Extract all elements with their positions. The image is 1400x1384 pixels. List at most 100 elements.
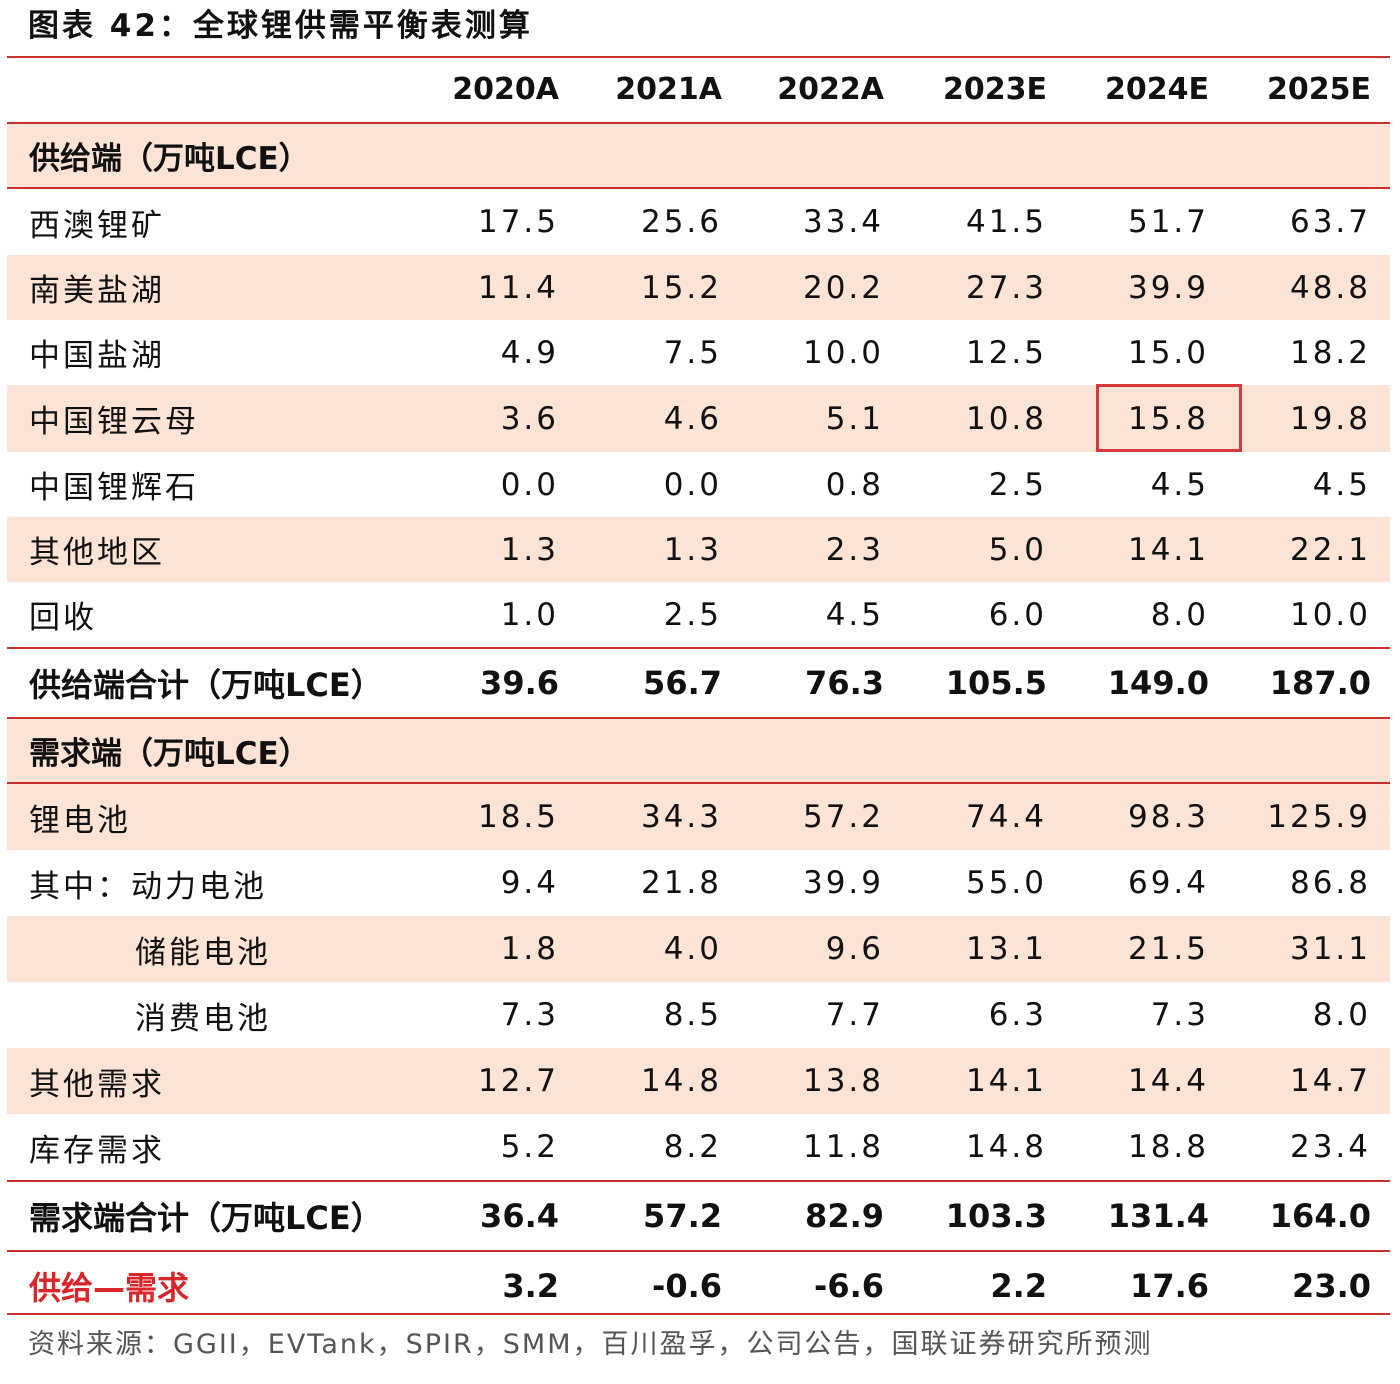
cell-value: 5.1 [825,400,884,437]
total-row: 需求端合计（万吨LCE） 36.4 57.2 82.9 103.3 131.4 164.0 [7,1182,1390,1252]
row-label: 供给端合计（万吨LCE） [29,666,383,704]
cell-value: 4.9 [500,334,559,371]
table-title: 图表 42：全球锂供需平衡表测算 [28,8,533,44]
total-row: 供给端合计（万吨LCE） 39.6 56.7 76.3 105.5 149.0 187.0 [7,649,1390,719]
column-header: 2023E [943,71,1047,107]
cell-value: 4.0 [663,931,722,967]
cell-value: -6.6 [814,1266,884,1305]
cell-value: 98.3 [1127,799,1209,835]
section-row: 供给端（万吨LCE） [7,124,1390,189]
cell-value: 7.3 [500,997,559,1033]
table-row: 中国锂辉石 0.0 0.0 0.8 2.5 4.5 4.5 [7,452,1390,517]
cell-value: 14.4 [1127,1063,1209,1099]
table-row: 回收 1.0 2.5 4.5 6.0 8.0 10.0 [7,582,1390,649]
cell-value: 4.5 [825,596,884,633]
table-row: 其中：动力电池 9.4 21.8 39.9 55.0 69.4 86.8 [7,850,1390,916]
cell-value: 0.0 [663,466,722,503]
row-label: 南美盐湖 [29,273,165,309]
row-label: 中国盐湖 [29,338,165,374]
cell-value: 5.0 [988,531,1047,568]
cell-value: 23.0 [1292,1266,1371,1305]
cell-value: 2.2 [990,1266,1047,1305]
row-label: 其他需求 [29,1066,165,1103]
cell-value: 21.5 [1127,931,1209,967]
cell-value: 1.0 [500,596,559,633]
cell-value: 2.5 [663,596,722,633]
cell-value: 9.4 [500,865,559,901]
cell-value: 39.6 [480,664,559,702]
table-row: 西澳锂矿 17.5 25.6 33.4 41.5 51.7 63.7 [7,189,1390,255]
cell-value: 39.9 [802,865,884,901]
cell-value: 69.4 [1127,865,1209,901]
cell-value: 8.2 [663,1129,722,1165]
row-label: 需求端（万吨LCE） [29,736,310,772]
cell-value: 11.4 [477,269,559,306]
cell-value: 63.7 [1289,204,1371,240]
cell-value: 15.8 [1127,400,1209,437]
cell-value: 13.1 [965,931,1047,967]
cell-value: 10.8 [965,400,1047,437]
cell-value: 14.1 [1127,531,1209,568]
cell-value: 13.8 [802,1063,884,1099]
row-label: 储能电池 [135,934,271,971]
cell-value: 0.8 [825,466,884,503]
cell-value: 164.0 [1269,1197,1371,1235]
row-label: 供给—需求 [29,1268,190,1307]
cell-value: 14.7 [1289,1063,1371,1099]
cell-value: -0.6 [652,1266,722,1305]
cell-value: 21.8 [640,865,722,901]
cell-value: 7.5 [663,334,722,371]
cell-value: 23.4 [1289,1129,1371,1165]
cell-value: 48.8 [1289,269,1371,306]
cell-value: 12.7 [477,1063,559,1099]
cell-value: 8.5 [663,997,722,1033]
balance-row: 供给—需求 3.2 -0.6 -6.6 2.2 17.6 23.0 [7,1252,1390,1319]
row-label: 供给端（万吨LCE） [29,141,310,177]
table-row: 南美盐湖 11.4 15.2 20.2 27.3 39.9 48.8 [7,255,1390,320]
cell-value: 4.6 [663,400,722,437]
cell-value: 51.7 [1127,204,1209,240]
cell-value: 1.3 [663,531,722,568]
cell-value: 4.5 [1150,466,1209,503]
cell-value: 7.7 [825,997,884,1033]
cell-value: 31.1 [1289,931,1371,967]
row-label: 其中：动力电池 [29,868,267,905]
cell-value: 10.0 [1289,596,1371,633]
cell-value: 18.2 [1289,334,1371,371]
cell-value: 3.2 [502,1266,559,1305]
cell-value: 6.3 [988,997,1047,1033]
cell-value: 20.2 [802,269,884,306]
cell-value: 36.4 [480,1197,559,1235]
cell-value: 7.3 [1150,997,1209,1033]
cell-value: 86.8 [1289,865,1371,901]
cell-value: 5.2 [500,1129,559,1165]
table-row: 其他需求 12.7 14.8 13.8 14.1 14.4 14.7 [7,1048,1390,1114]
header-row: 2020A 2021A 2022A 2023E 2024E 2025E [7,56,1390,124]
section-row: 需求端（万吨LCE） [7,719,1390,784]
table-row: 库存需求 5.2 8.2 11.8 14.8 18.8 23.4 [7,1114,1390,1182]
cell-value: 8.0 [1312,997,1371,1033]
cell-value: 57.2 [802,799,884,835]
cell-value: 9.6 [825,931,884,967]
cell-value: 22.1 [1289,531,1371,568]
column-header: 2021A [615,71,722,107]
cell-value: 103.3 [945,1197,1047,1235]
cell-value: 34.3 [640,799,722,835]
cell-value: 18.8 [1127,1129,1209,1165]
top-rule [7,56,1390,58]
table-row: 消费电池 7.3 8.5 7.7 6.3 7.3 8.0 [7,982,1390,1048]
cell-value: 6.0 [988,596,1047,633]
cell-value: 74.4 [965,799,1047,835]
cell-value: 55.0 [965,865,1047,901]
cell-value: 39.9 [1127,269,1209,306]
column-header: 2025E [1267,71,1371,107]
cell-value: 82.9 [805,1197,884,1235]
bottom-rule [7,1313,1390,1315]
row-label: 中国锂辉石 [29,470,199,506]
cell-value: 14.1 [965,1063,1047,1099]
table-row: 其他地区 1.3 1.3 2.3 5.0 14.1 22.1 [7,517,1390,582]
column-header: 2022A [777,71,884,107]
cell-value: 125.9 [1267,799,1371,835]
cell-value: 15.2 [640,269,722,306]
row-label: 消费电池 [135,1000,271,1037]
